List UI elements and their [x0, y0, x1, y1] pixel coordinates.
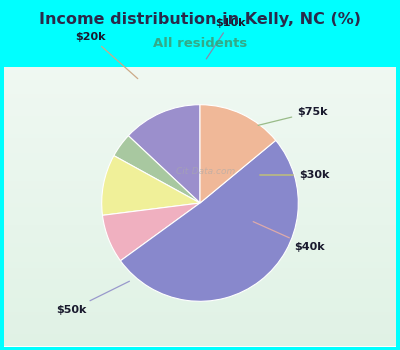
- Wedge shape: [128, 105, 200, 203]
- Wedge shape: [114, 136, 200, 203]
- Wedge shape: [102, 203, 200, 261]
- Text: $40k: $40k: [253, 222, 324, 252]
- Wedge shape: [102, 156, 200, 215]
- Text: Income distribution in Kelly, NC (%): Income distribution in Kelly, NC (%): [39, 12, 361, 27]
- Wedge shape: [200, 105, 276, 203]
- Wedge shape: [120, 140, 298, 301]
- Text: $50k: $50k: [56, 281, 130, 315]
- Text: $20k: $20k: [76, 32, 138, 79]
- Text: $10k: $10k: [206, 18, 245, 59]
- Text: All residents: All residents: [153, 37, 247, 50]
- Text: $75k: $75k: [258, 107, 328, 125]
- Text: Cit  Data.com: Cit Data.com: [176, 167, 235, 176]
- Text: $30k: $30k: [260, 170, 329, 180]
